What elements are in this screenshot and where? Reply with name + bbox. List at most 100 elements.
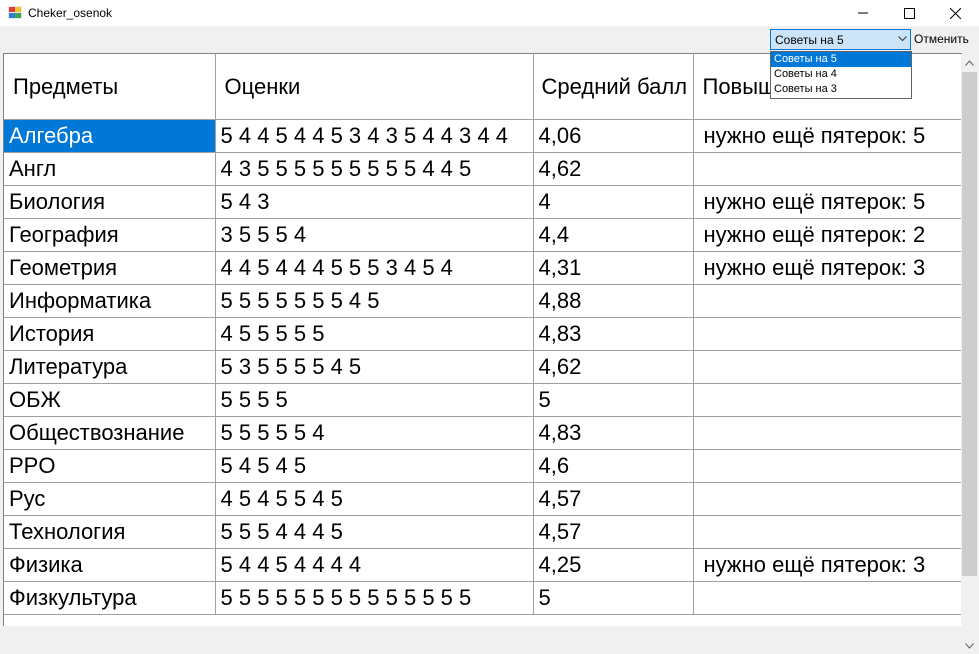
cancel-button[interactable]: Отменить	[914, 32, 969, 46]
subject-cell[interactable]: PPO	[4, 449, 216, 483]
table-row[interactable]: Литература 5 3 5 5 5 5 4 5 4,62	[4, 350, 962, 384]
subject-cell[interactable]: Литература	[4, 350, 216, 384]
subject-cell[interactable]: Англ	[4, 152, 216, 186]
advice-cell[interactable]	[693, 152, 962, 186]
advice-option-3[interactable]: Советы на 3	[774, 83, 837, 95]
average-cell[interactable]: 4,62	[533, 152, 694, 186]
advice-cell[interactable]: нужно ещё пятерок: 3	[693, 548, 962, 582]
scroll-down-button[interactable]	[961, 637, 978, 654]
grades-cell[interactable]: 5 5 5 5 5 5 5 4 5	[215, 284, 534, 318]
average-cell[interactable]: 4,31	[533, 251, 694, 285]
advice-cell[interactable]	[693, 515, 962, 549]
table-row[interactable]: Геометрия 4 4 5 4 4 4 5 5 5 3 4 5 4 4,31 ну…	[4, 251, 962, 285]
advice-cell[interactable]	[693, 581, 962, 615]
advice-cell[interactable]	[693, 482, 962, 516]
grades-cell[interactable]: 5 4 4 5 4 4 4 4	[215, 548, 534, 582]
advice-select-value: Советы на 5	[775, 33, 844, 47]
advice-dropdown-list: Советы на 5 Советы на 4 Советы на 3	[770, 51, 912, 99]
subject-cell[interactable]: Алгебра	[4, 119, 216, 153]
subject-cell[interactable]: География	[4, 218, 216, 252]
scroll-up-button[interactable]	[961, 54, 978, 71]
app-icon	[8, 6, 22, 19]
subject-cell[interactable]: Физика	[4, 548, 216, 582]
subject-cell[interactable]: Геометрия	[4, 251, 216, 285]
advice-cell[interactable]: нужно ещё пятерок: 5	[693, 185, 962, 219]
table-row[interactable]: Англ 4 3 5 5 5 5 5 5 5 5 5 4 4 5 4,62	[4, 152, 962, 186]
average-cell[interactable]: 4,57	[533, 515, 694, 549]
subject-cell[interactable]: Информатика	[4, 284, 216, 318]
advice-cell[interactable]	[693, 449, 962, 483]
maximize-icon	[903, 7, 915, 19]
grades-cell[interactable]: 5 4 5 4 5	[215, 449, 534, 483]
grades-cell[interactable]: 5 5 5 5 5 4	[215, 416, 534, 450]
advice-cell[interactable]	[693, 317, 962, 351]
grades-cell[interactable]: 5 4 4 5 4 4 5 3 4 3 5 4 4 3 4 4	[215, 119, 534, 153]
average-cell[interactable]: 4,4	[533, 218, 694, 252]
table-row[interactable]: PPO 5 4 5 4 5 4,6	[4, 449, 962, 483]
advice-cell[interactable]	[693, 350, 962, 384]
table-row[interactable]: Технология 5 5 5 4 4 4 5 4,57	[4, 515, 962, 549]
column-header-subjects[interactable]: Предметы	[4, 54, 216, 120]
average-cell[interactable]: 4,6	[533, 449, 694, 483]
minimize-button[interactable]	[840, 0, 886, 26]
vertical-scrollbar[interactable]	[961, 54, 978, 649]
average-cell[interactable]: 4,57	[533, 482, 694, 516]
maximize-button[interactable]	[886, 0, 932, 26]
grades-grid: Предметы Оценки Средний балл Повышение А…	[3, 53, 962, 626]
subject-cell[interactable]: ОБЖ	[4, 383, 216, 417]
scroll-thumb[interactable]	[962, 72, 977, 576]
average-cell[interactable]: 4,25	[533, 548, 694, 582]
table-row[interactable]: Информатика 5 5 5 5 5 5 5 4 5 4,88	[4, 284, 962, 318]
subject-cell[interactable]: Обществознание	[4, 416, 216, 450]
subject-cell[interactable]: Технология	[4, 515, 216, 549]
advice-option-5[interactable]: Советы на 5	[771, 52, 911, 67]
subject-cell[interactable]: Биология	[4, 185, 216, 219]
advice-cell[interactable]: нужно ещё пятерок: 2	[693, 218, 962, 252]
grades-cell[interactable]: 4 3 5 5 5 5 5 5 5 5 5 4 4 5	[215, 152, 534, 186]
title-bar: Cheker_osenok	[0, 0, 979, 26]
grades-cell[interactable]: 3 5 5 5 4	[215, 218, 534, 252]
subject-cell[interactable]: Рус	[4, 482, 216, 516]
table-row[interactable]: Алгебра 5 4 4 5 4 4 5 3 4 3 5 4 4 3 4 4 4,…	[4, 119, 962, 153]
average-cell[interactable]: 4,06	[533, 119, 694, 153]
close-button[interactable]	[932, 0, 978, 26]
subject-cell[interactable]: История	[4, 317, 216, 351]
table-row[interactable]: История 4 5 5 5 5 5 4,83	[4, 317, 962, 351]
average-cell[interactable]: 4,83	[533, 416, 694, 450]
advice-cell[interactable]	[693, 284, 962, 318]
average-cell[interactable]: 4,62	[533, 350, 694, 384]
advice-option-4[interactable]: Советы на 4	[774, 68, 837, 80]
grades-cell[interactable]: 5 4 3	[215, 185, 534, 219]
advice-cell[interactable]: нужно ещё пятерок: 3	[693, 251, 962, 285]
grades-cell[interactable]: 4 5 5 5 5 5	[215, 317, 534, 351]
average-cell[interactable]: 5	[533, 581, 694, 615]
subject-cell[interactable]: Физкультура	[4, 581, 216, 615]
average-cell[interactable]: 4	[533, 185, 694, 219]
grades-cell[interactable]: 4 5 4 5 5 4 5	[215, 482, 534, 516]
window-title: Cheker_osenok	[28, 6, 113, 20]
table-row[interactable]: Биология 5 4 3 4 нужно ещё пятерок: 5	[4, 185, 962, 219]
advice-cell[interactable]	[693, 383, 962, 417]
table-row[interactable]: География 3 5 5 5 4 4,4 нужно ещё пятерок: …	[4, 218, 962, 252]
minimize-icon	[858, 12, 868, 14]
table-row[interactable]: Обществознание 5 5 5 5 5 4 4,83	[4, 416, 962, 450]
average-cell[interactable]: 4,83	[533, 317, 694, 351]
chevron-down-icon	[898, 36, 907, 42]
advice-cell[interactable]: нужно ещё пятерок: 5	[693, 119, 962, 153]
advice-cell[interactable]	[693, 416, 962, 450]
table-row[interactable]: Физика 5 4 4 5 4 4 4 4 4,25 нужно ещё пятер…	[4, 548, 962, 582]
grades-cell[interactable]: 5 5 5 5 5 5 5 5 5 5 5 5 5 5	[215, 581, 534, 615]
chevron-down-icon	[965, 642, 974, 649]
average-cell[interactable]: 5	[533, 383, 694, 417]
table-row[interactable]: Рус 4 5 4 5 5 4 5 4,57	[4, 482, 962, 516]
grades-cell[interactable]: 5 5 5 5	[215, 383, 534, 417]
advice-select[interactable]: Советы на 5	[770, 29, 911, 50]
grades-cell[interactable]: 5 3 5 5 5 5 4 5	[215, 350, 534, 384]
grades-cell[interactable]: 4 4 5 4 4 4 5 5 5 3 4 5 4	[215, 251, 534, 285]
average-cell[interactable]: 4,88	[533, 284, 694, 318]
column-header-average[interactable]: Средний балл	[533, 54, 694, 120]
grades-cell[interactable]: 5 5 5 4 4 4 5	[215, 515, 534, 549]
column-header-grades[interactable]: Оценки	[215, 54, 534, 120]
